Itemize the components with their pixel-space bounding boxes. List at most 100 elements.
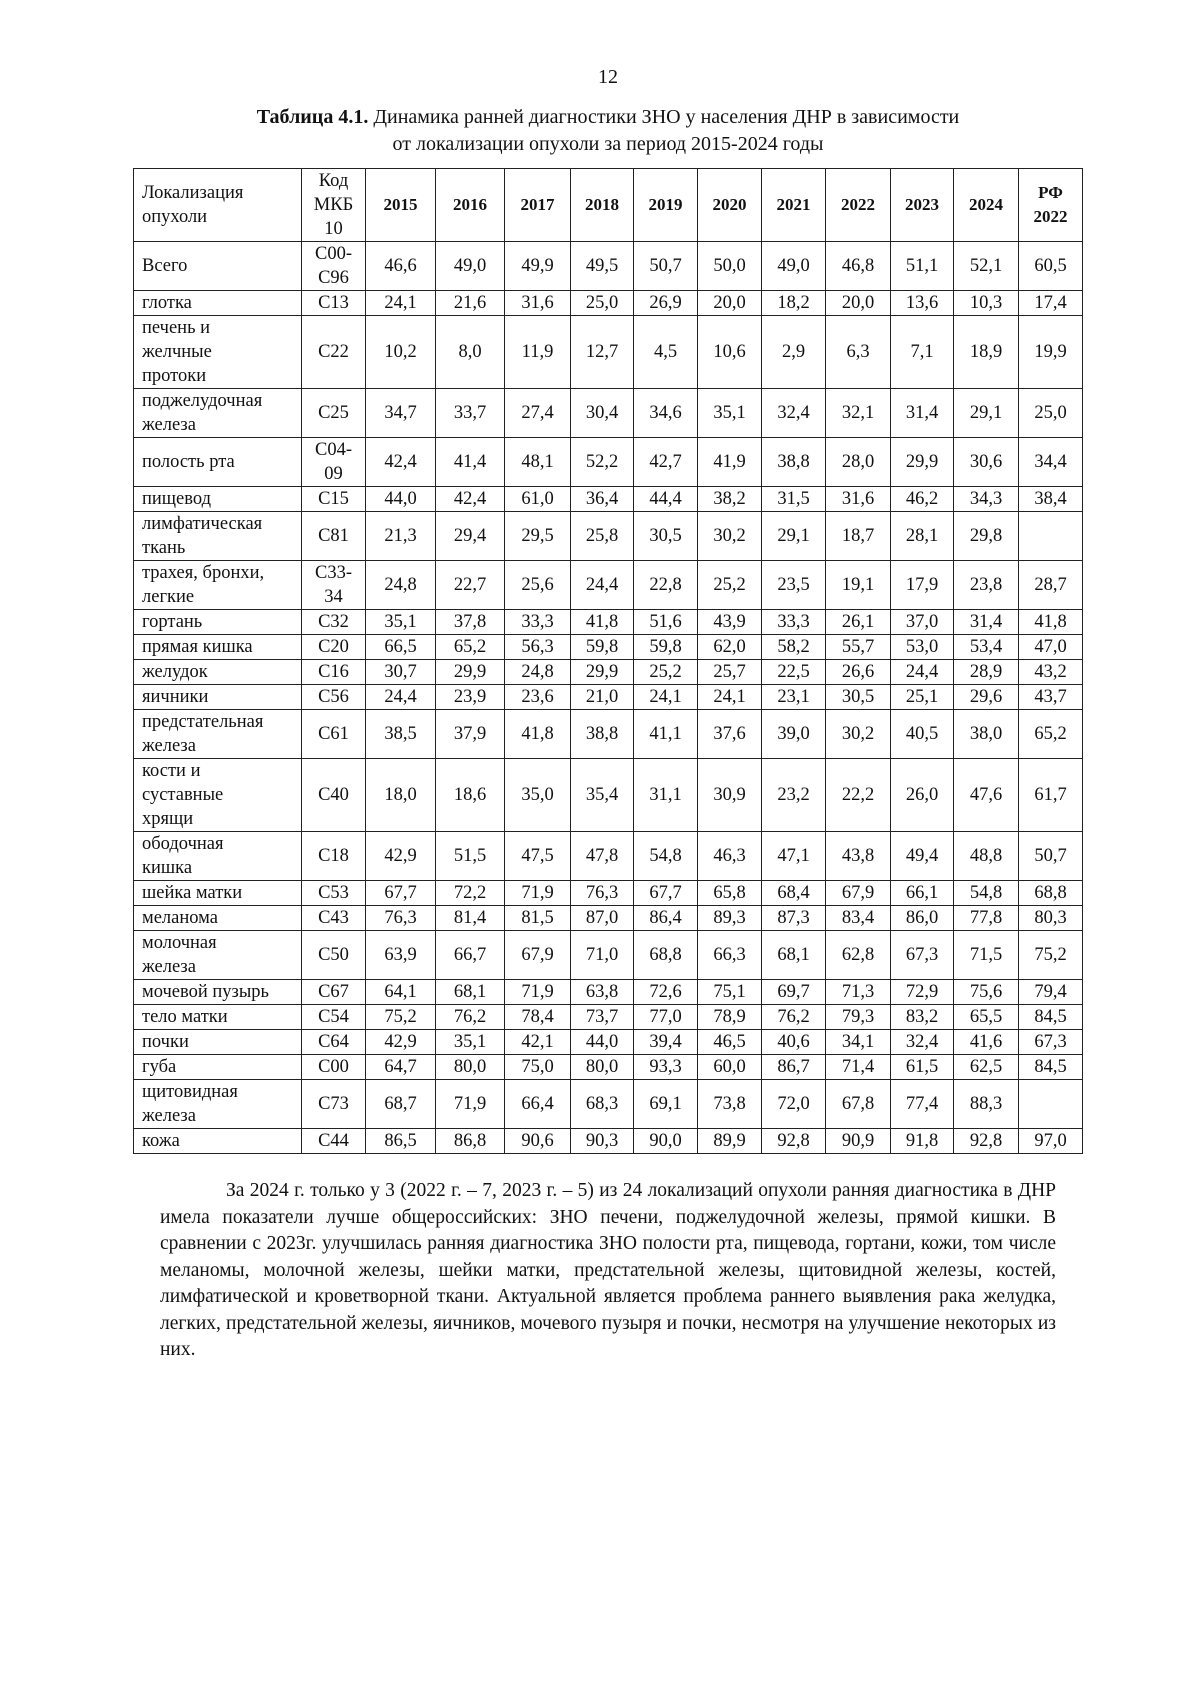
value-cell: 97,0 [1018, 1128, 1083, 1154]
value-cell: 47,1 [761, 831, 826, 881]
value-cell: 35,1 [697, 388, 762, 438]
localization-cell: щитовидная железа [133, 1079, 302, 1129]
value-cell: 29,4 [435, 511, 505, 561]
value-cell: 48,1 [504, 437, 571, 487]
value-cell: 76,2 [761, 1004, 826, 1030]
value-cell: 37,6 [697, 709, 762, 759]
value-cell: 86,7 [761, 1054, 826, 1080]
value-cell: 46,2 [890, 486, 954, 512]
header-year: РФ 2022 [1018, 168, 1083, 242]
table-row: желудок С16 30,7 29,9 24,8 29,9 25,2 25,7 22,5 26… [133, 659, 1083, 685]
value-cell: 68,8 [633, 930, 698, 980]
value-cell: 60,5 [1018, 241, 1083, 291]
header-year: 2017 [504, 168, 571, 242]
value-cell: 37,8 [435, 609, 505, 635]
value-cell: 92,8 [761, 1128, 826, 1154]
table-row: меланома С43 76,3 81,4 81,5 87,0 86,4 89,3 87,3 8… [133, 905, 1083, 931]
value-cell: 33,3 [504, 609, 571, 635]
value-cell: 61,7 [1018, 758, 1083, 832]
localization-cell: поджелудочная железа [133, 388, 302, 438]
value-cell: 42,1 [504, 1029, 571, 1055]
value-cell: 68,8 [1018, 880, 1083, 906]
icd-code-cell: С32 [301, 609, 366, 635]
value-cell: 19,9 [1018, 315, 1083, 389]
value-cell: 59,8 [633, 634, 698, 660]
table-row: поджелудочная железа С25 34,7 33,7 27,4 30,4 3… [133, 388, 1083, 438]
icd-code-cell: С00- С96 [301, 241, 366, 291]
value-cell: 84,5 [1018, 1054, 1083, 1080]
value-cell: 75,2 [365, 1004, 436, 1030]
value-cell: 30,4 [570, 388, 634, 438]
value-cell: 39,4 [633, 1029, 698, 1055]
value-cell: 66,5 [365, 634, 436, 660]
value-cell: 24,4 [570, 560, 634, 610]
value-cell: 80,0 [435, 1054, 505, 1080]
value-cell [1018, 511, 1083, 561]
value-cell: 25,2 [697, 560, 762, 610]
value-cell: 40,6 [761, 1029, 826, 1055]
value-cell: 80,3 [1018, 905, 1083, 931]
icd-code-cell: С18 [301, 831, 366, 881]
icd-code-cell: С15 [301, 486, 366, 512]
table-row: молочная железа С50 63,9 66,7 67,9 71,0 68,8 66… [133, 930, 1083, 980]
value-cell: 29,9 [890, 437, 954, 487]
value-cell: 51,6 [633, 609, 698, 635]
value-cell: 31,4 [890, 388, 954, 438]
value-cell: 73,7 [570, 1004, 634, 1030]
value-cell: 64,1 [365, 979, 436, 1005]
table-row: глотка С13 24,1 21,6 31,6 25,0 26,9 20,0 18,2 20,… [133, 290, 1083, 316]
value-cell: 77,4 [890, 1079, 954, 1129]
value-cell: 18,2 [761, 290, 826, 316]
value-cell: 71,9 [435, 1079, 505, 1129]
localization-cell: почки [133, 1029, 302, 1055]
value-cell: 41,8 [1018, 609, 1083, 635]
value-cell: 25,6 [504, 560, 571, 610]
value-cell: 55,7 [825, 634, 891, 660]
value-cell: 42,4 [435, 486, 505, 512]
value-cell: 24,4 [365, 684, 436, 710]
value-cell: 25,2 [633, 659, 698, 685]
value-cell: 41,4 [435, 437, 505, 487]
value-cell: 87,3 [761, 905, 826, 931]
localization-cell: кожа [133, 1128, 302, 1154]
value-cell: 36,4 [570, 486, 634, 512]
value-cell: 47,6 [953, 758, 1019, 832]
value-cell: 41,8 [570, 609, 634, 635]
value-cell: 21,6 [435, 290, 505, 316]
table-row: щитовидная железа С73 68,7 71,9 66,4 68,3 69,1… [133, 1079, 1083, 1129]
header-year: 2021 [761, 168, 826, 242]
icd-code-cell: С81 [301, 511, 366, 561]
localization-cell: лимфатическая ткань [133, 511, 302, 561]
value-cell: 50,0 [697, 241, 762, 291]
header-icd-code: Код МКБ 10 [301, 168, 366, 242]
value-cell: 81,5 [504, 905, 571, 931]
value-cell: 75,6 [953, 979, 1019, 1005]
value-cell: 7,1 [890, 315, 954, 389]
header-year: 2023 [890, 168, 954, 242]
value-cell: 25,0 [1018, 388, 1083, 438]
value-cell: 79,4 [1018, 979, 1083, 1005]
value-cell: 31,6 [504, 290, 571, 316]
icd-code-cell: С13 [301, 290, 366, 316]
value-cell: 65,2 [1018, 709, 1083, 759]
localization-cell: гортань [133, 609, 302, 635]
value-cell: 29,8 [953, 511, 1019, 561]
icd-code-cell: С53 [301, 880, 366, 906]
table-row: шейка матки С53 67,7 72,2 71,9 76,3 67,7 65,8 68… [133, 880, 1083, 906]
value-cell: 91,8 [890, 1128, 954, 1154]
table-row: трахея, бронхи, легкие С33- 34 24,8 22,7 25,… [133, 560, 1083, 610]
value-cell: 84,5 [1018, 1004, 1083, 1030]
value-cell: 90,3 [570, 1128, 634, 1154]
value-cell: 41,6 [953, 1029, 1019, 1055]
value-cell: 90,9 [825, 1128, 891, 1154]
value-cell: 30,2 [825, 709, 891, 759]
value-cell: 31,6 [825, 486, 891, 512]
value-cell: 31,1 [633, 758, 698, 832]
localization-cell: прямая кишка [133, 634, 302, 660]
value-cell: 48,8 [953, 831, 1019, 881]
value-cell: 30,6 [953, 437, 1019, 487]
value-cell: 30,2 [697, 511, 762, 561]
value-cell: 17,9 [890, 560, 954, 610]
value-cell: 49,5 [570, 241, 634, 291]
value-cell: 69,1 [633, 1079, 698, 1129]
